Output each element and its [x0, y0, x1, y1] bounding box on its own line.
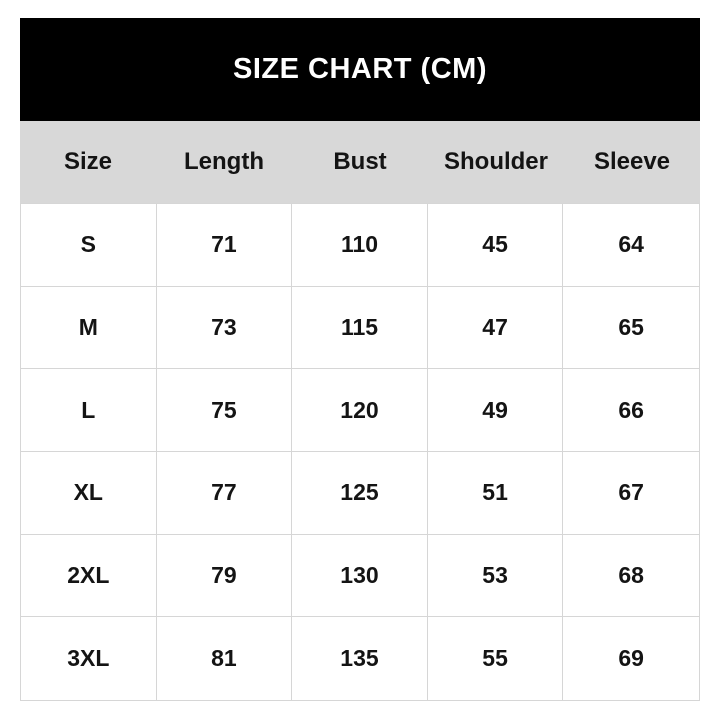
column-header-sleeve: Sleeve: [593, 148, 671, 175]
cell-sleeve: 65: [618, 313, 644, 340]
cell-shoulder: 51: [428, 451, 564, 534]
cell-length: 81: [157, 617, 293, 700]
cell-shoulder: 55: [428, 617, 564, 700]
cell-shoulder: 49: [428, 369, 564, 451]
cell-sleeve: 68: [618, 561, 644, 588]
cell-size: XL: [21, 451, 157, 534]
cell-shoulder: 47: [428, 286, 564, 369]
cell-length: 73: [157, 286, 293, 369]
cell-sleeve: 66: [618, 396, 644, 423]
table-header-row: Size Length Bust Shoulder Sleeve: [20, 121, 700, 203]
cell-sleeve: 67: [618, 479, 644, 506]
size-chart-sheet: SIZE CHART (CM) Size Length Bust Shoulde…: [20, 18, 700, 701]
cell-length: 71: [157, 204, 293, 286]
cell-sleeve: 69: [618, 645, 644, 672]
cell-size: 2XL: [21, 534, 157, 617]
column-header-length: Length: [184, 148, 264, 175]
column-header-shoulder: Shoulder: [443, 148, 548, 175]
cell-shoulder: 53: [428, 534, 564, 617]
column-header-bust: Bust: [333, 148, 387, 175]
table-row-l: L 75 120 49 66: [21, 369, 699, 452]
cell-bust: 110: [292, 204, 428, 286]
title-bar: SIZE CHART (CM): [20, 18, 700, 121]
page-title: SIZE CHART (CM): [233, 53, 487, 85]
size-table-body: S 71 110 45 64 M 73 115 47 65 L 75 120 4…: [20, 203, 700, 701]
cell-bust: 135: [292, 617, 428, 700]
cell-length: 79: [157, 534, 293, 617]
table-row-2xl: 2XL 79 130 53 68: [21, 534, 699, 618]
table-row-xl: XL 77 125 51 67: [21, 451, 699, 535]
cell-size: L: [21, 369, 157, 451]
cell-length: 75: [157, 369, 293, 451]
cell-size: 3XL: [21, 617, 157, 700]
table-row-s: S 71 110 45 64: [21, 204, 699, 287]
table-row-m: M 73 115 47 65: [21, 286, 699, 370]
cell-length: 77: [157, 451, 293, 534]
cell-size: M: [21, 286, 157, 369]
cell-shoulder: 45: [428, 204, 564, 286]
cell-bust: 125: [292, 451, 428, 534]
cell-bust: 120: [292, 369, 428, 451]
table-row-3xl: 3XL 81 135 55 69: [21, 617, 699, 700]
column-header-size: Size: [63, 148, 113, 175]
cell-sleeve: 64: [618, 231, 644, 258]
cell-bust: 130: [292, 534, 428, 617]
cell-bust: 115: [292, 286, 428, 369]
cell-size: S: [21, 204, 157, 286]
